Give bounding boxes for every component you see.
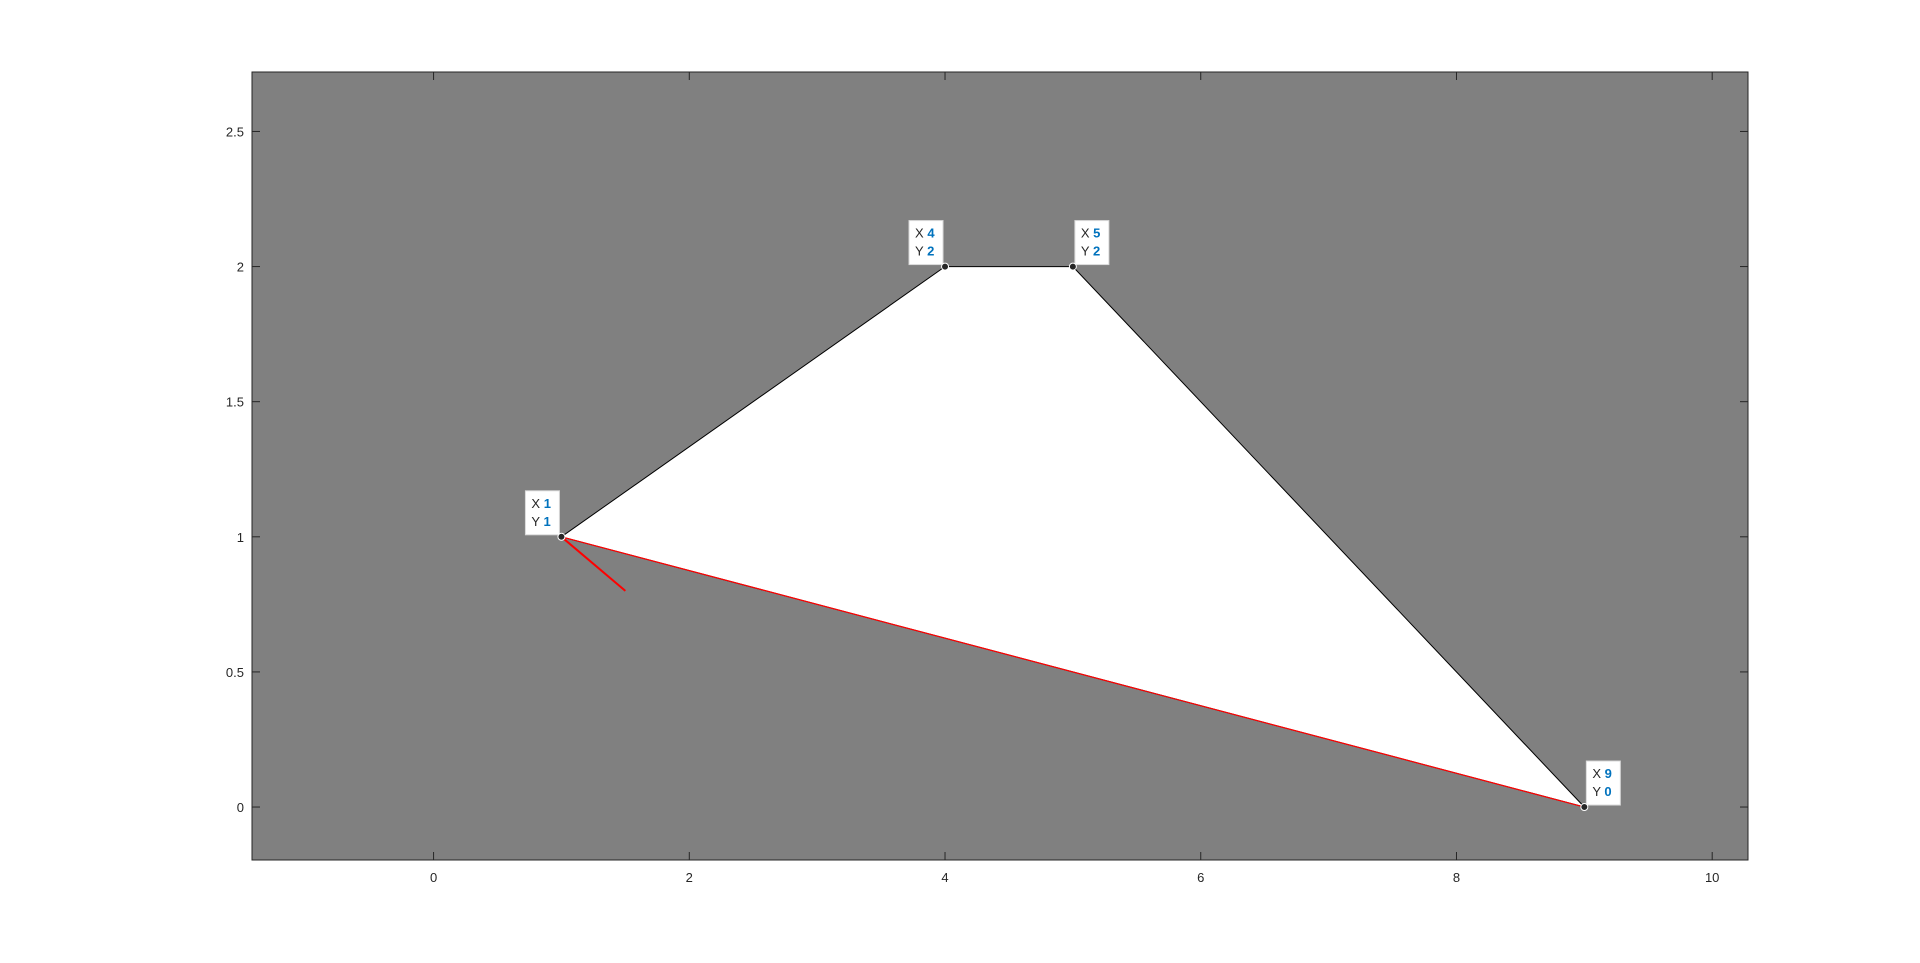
- data-tip-box: [1585, 760, 1621, 806]
- y-tick-label: 2: [237, 260, 244, 275]
- y-tick-label: 1: [237, 530, 244, 545]
- y-tick-label: 1.5: [226, 395, 244, 410]
- data-tip-y-label: Y 2: [915, 244, 934, 259]
- data-tip-box: [524, 490, 560, 536]
- data-tip-x-label: X 1: [531, 496, 551, 511]
- data-tip[interactable]: X 5 Y 2: [1068, 220, 1110, 271]
- data-tip-box: [1074, 220, 1110, 266]
- red-line-segment[interactable]: [561, 536, 1585, 808]
- y-tick-label: 0.5: [226, 665, 244, 680]
- data-tip-y-value: 2: [1093, 244, 1100, 259]
- data-tip-y-value: 1: [543, 514, 550, 529]
- data-tip-x-value: 9: [1605, 766, 1612, 781]
- x-tick-label: 4: [941, 870, 948, 885]
- data-tip-marker[interactable]: [941, 262, 950, 271]
- x-tick-label: 8: [1453, 870, 1460, 885]
- data-tip-marker[interactable]: [1068, 262, 1077, 271]
- x-tick-label: 10: [1705, 870, 1719, 885]
- x-tick-label: 6: [1197, 870, 1204, 885]
- data-tip-x-value: 5: [1093, 226, 1100, 241]
- y-tick-label: 2.5: [226, 124, 244, 139]
- data-tip-marker[interactable]: [1580, 803, 1589, 812]
- data-tip-x-label: X 4: [915, 226, 935, 241]
- x-tick-label: 0: [430, 870, 437, 885]
- data-tip-y-label: Y 2: [1081, 244, 1100, 259]
- axes-frame: [251, 71, 1749, 861]
- data-tip[interactable]: X 1 Y 1: [524, 490, 566, 541]
- data-tip-x-value: 1: [544, 496, 551, 511]
- data-tip-y-label: Y 1: [531, 514, 550, 529]
- data-tip-y-label: Y 0: [1592, 784, 1611, 799]
- data-tip-x-label: X 5: [1081, 226, 1101, 241]
- data-tip-y-value: 2: [927, 244, 934, 259]
- data-tip-marker[interactable]: [557, 532, 566, 541]
- data-tip[interactable]: X 4 Y 2: [908, 220, 950, 271]
- red-line-segment[interactable]: [560, 536, 627, 592]
- data-tip[interactable]: X 9 Y 0: [1580, 760, 1621, 812]
- x-tick-label: 2: [686, 870, 693, 885]
- data-tip-x-label: X 9: [1592, 766, 1612, 781]
- y-tick-label: 0: [237, 800, 244, 815]
- data-tip-x-value: 4: [927, 226, 935, 241]
- data-tip-y-value: 0: [1604, 784, 1611, 799]
- data-tip-box: [908, 220, 944, 266]
